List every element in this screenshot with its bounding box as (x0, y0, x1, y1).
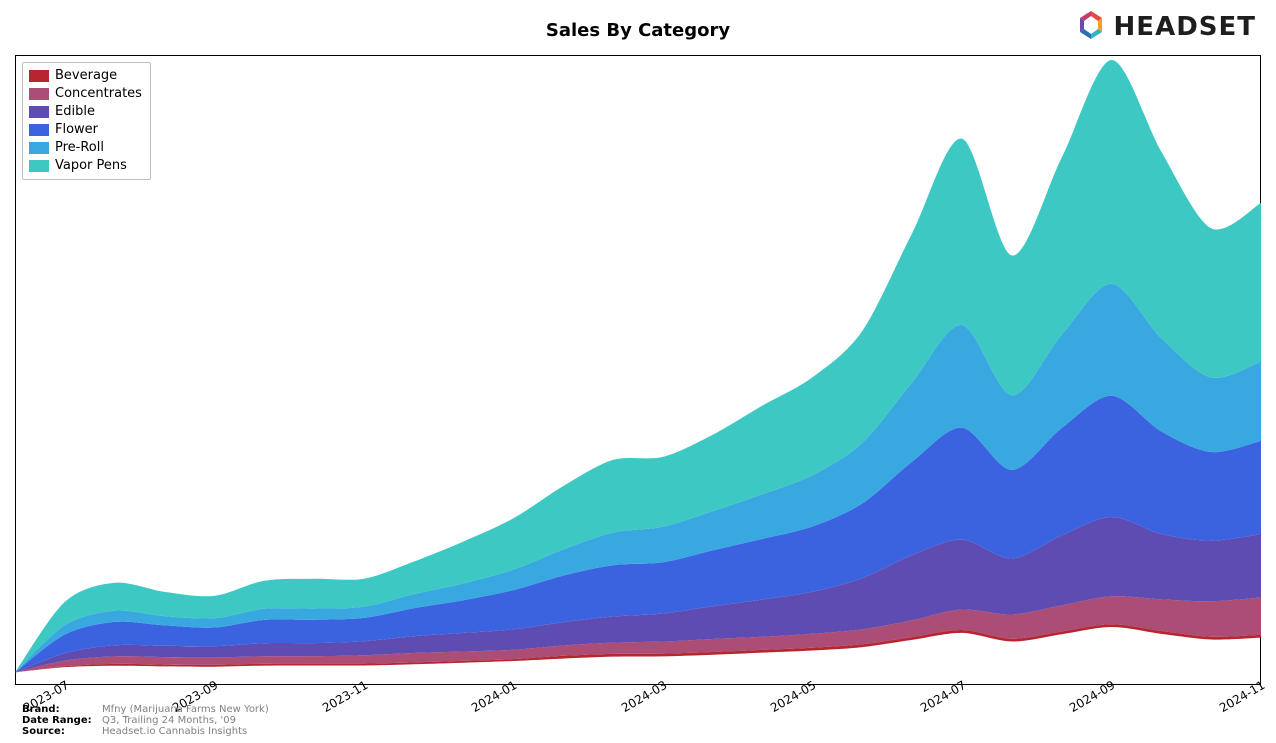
meta-brand-value: Mfny (Marijuana Farms New York) (102, 704, 269, 715)
meta-daterange-label: Date Range: (22, 715, 102, 726)
legend-item-concentrates: Concentrates (29, 85, 142, 103)
legend-label: Vapor Pens (55, 157, 127, 175)
streamgraph-svg (15, 55, 1261, 685)
headset-logo: HEADSET (1074, 8, 1256, 46)
logo-icon (1074, 8, 1108, 46)
legend-label: Edible (55, 103, 95, 121)
chart-metadata: Brand: Mfny (Marijuana Farms New York) D… (22, 704, 269, 737)
legend-item-vapor-pens: Vapor Pens (29, 157, 142, 175)
meta-brand-label: Brand: (22, 704, 102, 715)
logo-text: HEADSET (1114, 12, 1256, 42)
meta-daterange-value: Q3, Trailing 24 Months, '09 (102, 715, 236, 726)
legend-item-flower: Flower (29, 121, 142, 139)
legend-swatch (29, 106, 49, 118)
legend-swatch (29, 142, 49, 154)
legend-swatch (29, 88, 49, 100)
meta-source-label: Source: (22, 726, 102, 737)
legend-item-edible: Edible (29, 103, 142, 121)
legend-item-beverage: Beverage (29, 67, 142, 85)
chart-plot-area: BeverageConcentratesEdibleFlowerPre-Roll… (15, 55, 1261, 685)
legend-item-pre-roll: Pre-Roll (29, 139, 142, 157)
legend-label: Beverage (55, 67, 117, 85)
legend-swatch (29, 160, 49, 172)
legend-swatch (29, 124, 49, 136)
legend-label: Flower (55, 121, 98, 139)
legend-label: Concentrates (55, 85, 142, 103)
legend-swatch (29, 70, 49, 82)
legend-label: Pre-Roll (55, 139, 104, 157)
meta-source-value: Headset.io Cannabis Insights (102, 726, 247, 737)
chart-legend: BeverageConcentratesEdibleFlowerPre-Roll… (22, 62, 151, 180)
